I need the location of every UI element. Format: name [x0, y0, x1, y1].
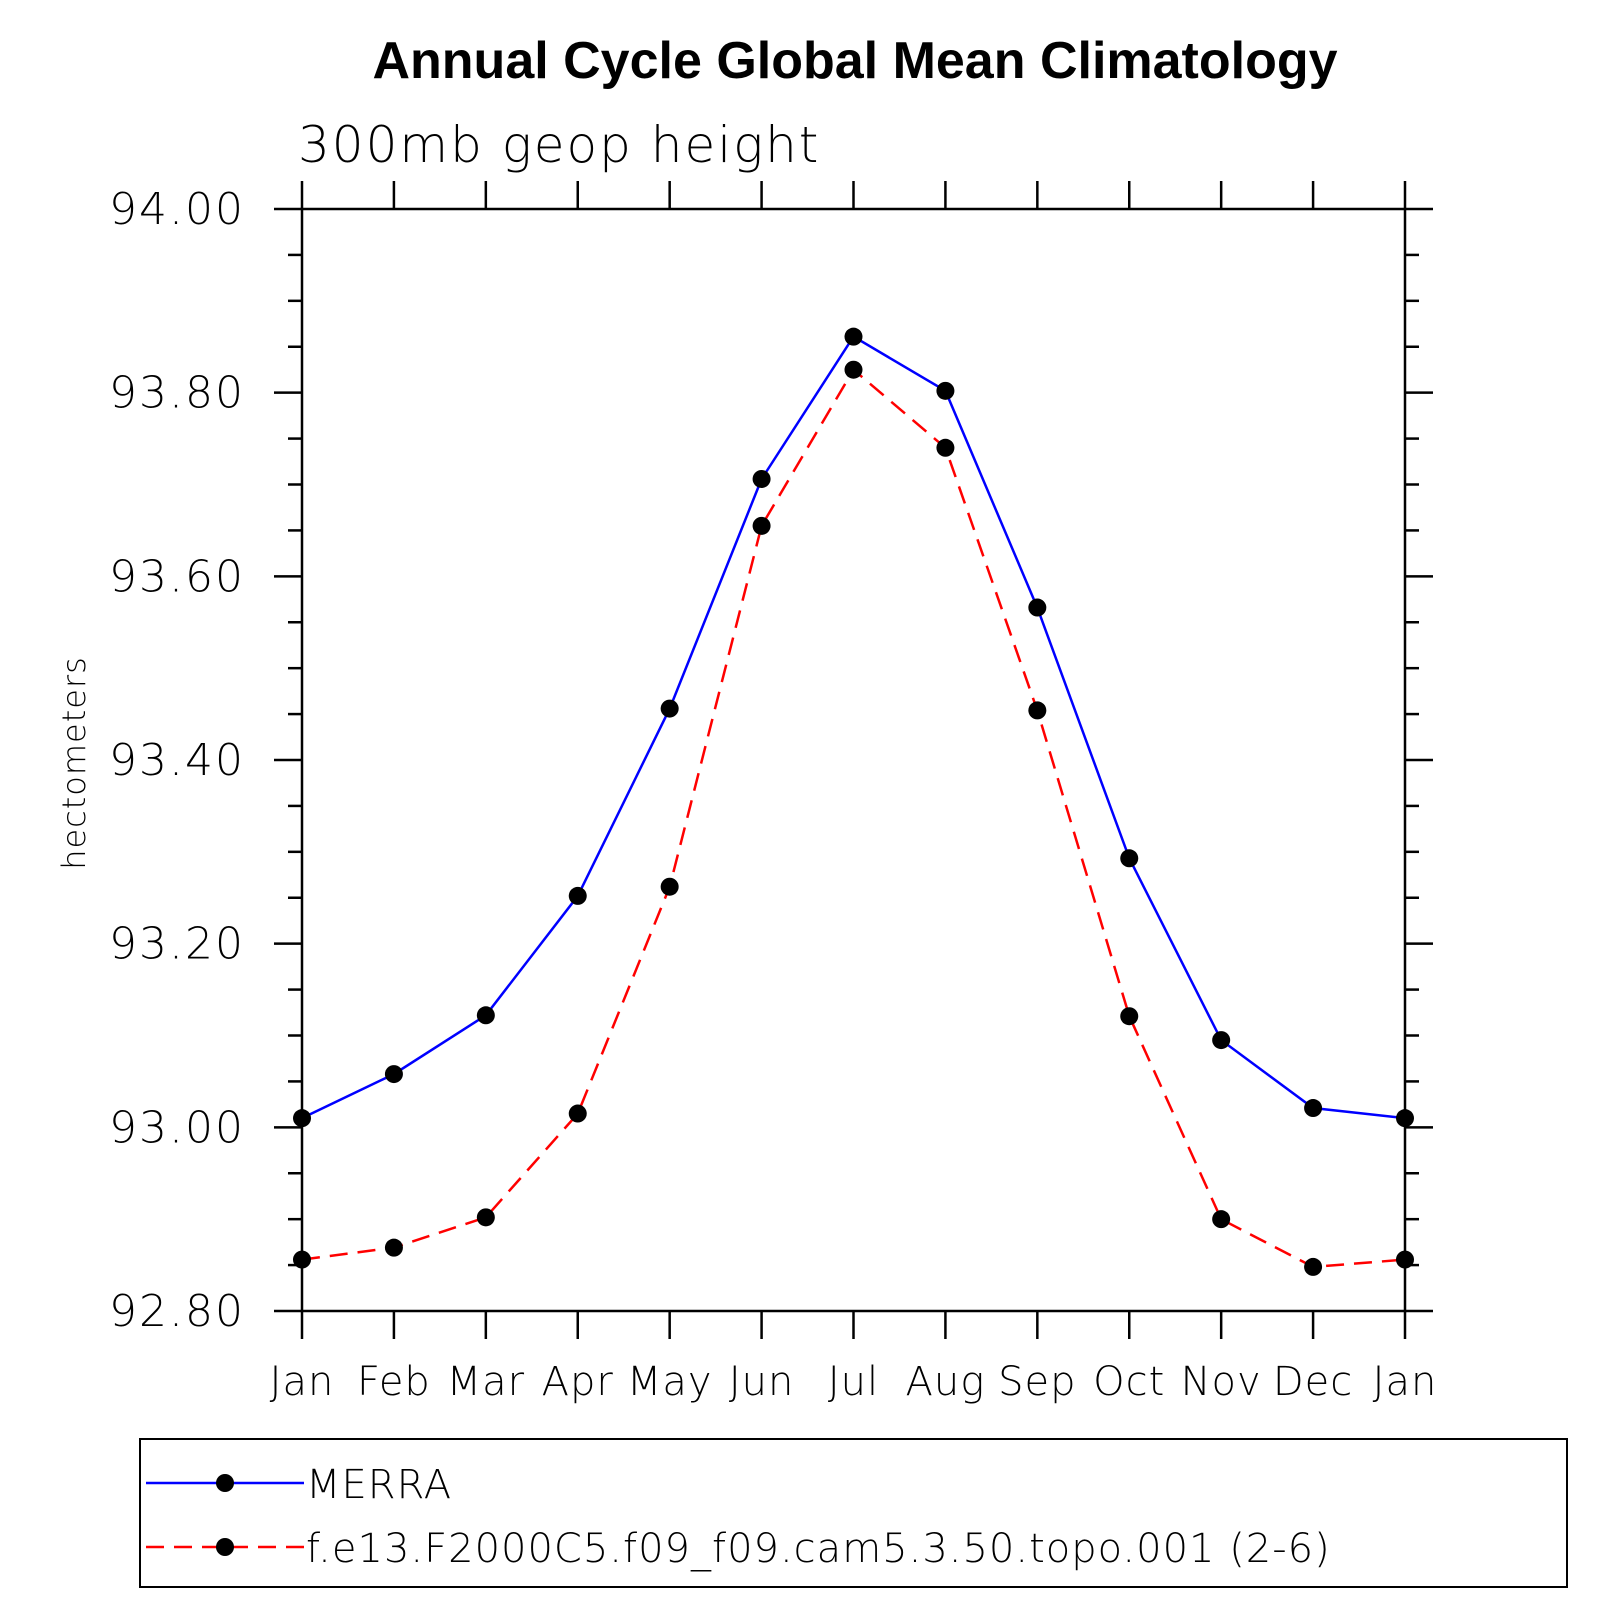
x-tick-label: Apr: [542, 1359, 614, 1405]
y-tick-label: 93.40: [109, 735, 245, 786]
y-tick-label: 93.80: [109, 368, 245, 419]
series-1-point: [660, 877, 679, 896]
legend-label-merra: MERRA: [306, 1462, 452, 1508]
series-markers: [293, 327, 1414, 1276]
chart-subtitle: 300mb geop height: [298, 116, 820, 174]
y-axis-title: hectometers: [55, 656, 93, 870]
series-1-point: [1028, 701, 1047, 720]
series-1-point: [293, 1250, 311, 1269]
series-0-point: [1212, 1031, 1231, 1050]
series-lines: [301, 334, 1406, 1269]
y-tick-label: 93.20: [109, 919, 245, 970]
legend: MERRA f.e13.F2000C5.f09_f09.cam5.3.50.to…: [139, 1438, 1568, 1588]
x-tick-label: Oct: [1093, 1359, 1165, 1405]
series-1-point: [1212, 1210, 1231, 1229]
x-tick-label: Jul: [828, 1359, 879, 1405]
series-0-point: [568, 886, 587, 905]
y-tick-label: 93.60: [109, 551, 245, 602]
series-1-point: [844, 360, 863, 379]
legend-label-model: f.e13.F2000C5.f09_f09.cam5.3.50.topo.001…: [306, 1526, 1331, 1572]
x-tick-label: Jun: [729, 1359, 795, 1405]
series-1-point: [1396, 1250, 1414, 1269]
series-0-point: [476, 1006, 495, 1025]
series-0-point: [936, 381, 955, 400]
y-tick-label: 93.00: [109, 1102, 245, 1153]
series-1-point: [384, 1238, 403, 1257]
series-line-1: [301, 367, 1406, 1269]
x-tick-labels: Jan Feb Mar Apr May Jun Jul Aug Sep Oct Nov Dec Jan: [270, 1359, 1438, 1405]
x-tick-label: Dec: [1273, 1359, 1353, 1405]
x-tick-label: Sep: [998, 1359, 1076, 1405]
x-tick-label: May: [627, 1359, 713, 1405]
x-tick-label: Nov: [1181, 1359, 1262, 1405]
series-0-point: [1120, 849, 1139, 868]
series-0-point: [660, 699, 679, 718]
y-tick-labels: 92.80 93.00 93.20 93.40 93.60 93.80 94.00: [109, 184, 245, 1337]
axis-ticks: [274, 181, 1433, 1339]
series-1-point: [476, 1208, 495, 1227]
x-tick-label: Mar: [447, 1359, 525, 1405]
series-1-point: [568, 1104, 587, 1123]
legend-marker-merra: [216, 1474, 234, 1492]
series-1-point: [1304, 1257, 1323, 1276]
legend-marker-model: [216, 1538, 234, 1556]
series-0-point: [1304, 1099, 1323, 1118]
y-tick-label: 94.00: [109, 184, 245, 235]
x-tick-label: Aug: [906, 1359, 986, 1405]
series-1-point: [936, 438, 955, 457]
series-0-point: [1028, 598, 1047, 617]
series-0-point: [1396, 1109, 1414, 1128]
chart-title: Annual Cycle Global Mean Climatology: [372, 32, 1337, 90]
x-tick-label: Jan: [1373, 1359, 1438, 1405]
series-1-point: [752, 516, 771, 535]
series-0-point: [844, 327, 863, 346]
series-1-point: [1120, 1007, 1139, 1026]
x-tick-label: Jan: [270, 1359, 335, 1405]
series-line-0: [301, 334, 1406, 1120]
series-0-point: [293, 1109, 311, 1128]
y-tick-label: 92.80: [109, 1286, 245, 1337]
series-0-point: [384, 1065, 403, 1084]
series-0-point: [752, 469, 771, 488]
x-tick-label: Feb: [357, 1359, 431, 1405]
legend-box: [139, 1438, 1568, 1588]
